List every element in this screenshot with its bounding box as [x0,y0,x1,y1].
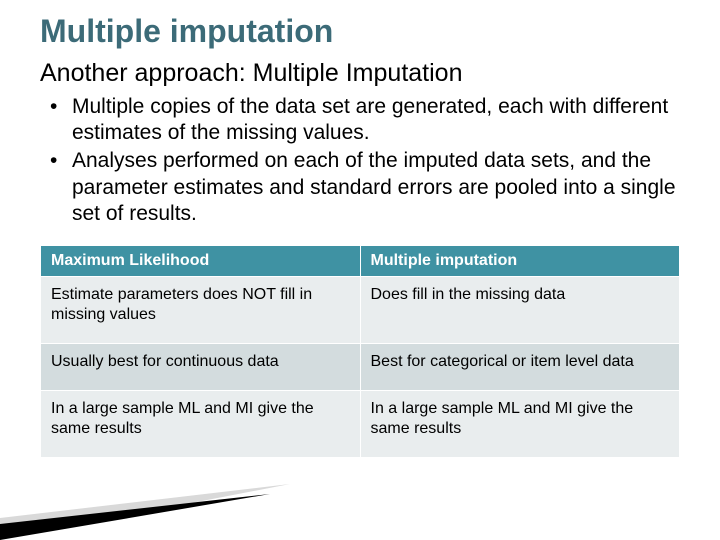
subtitle: Another approach: Multiple Imputation [40,59,680,88]
table-row: In a large sample ML and MI give the sam… [41,391,680,458]
comparison-table: Maximum Likelihood Multiple imputation E… [40,245,680,458]
cell: Best for categorical or item level data [360,344,680,391]
table-row: Estimate parameters does NOT fill in mis… [41,277,680,344]
bullet-list: Multiple copies of the data set are gene… [40,94,680,227]
cell: Usually best for continuous data [41,344,361,391]
table-header-row: Maximum Likelihood Multiple imputation [41,246,680,277]
table-row: Usually best for continuous data Best fo… [41,344,680,391]
col-header: Multiple imputation [360,246,680,277]
cell: In a large sample ML and MI give the sam… [41,391,361,458]
cell: In a large sample ML and MI give the sam… [360,391,680,458]
slide: Multiple imputation Another approach: Mu… [0,0,720,540]
page-title: Multiple imputation [40,14,680,49]
list-item: Analyses performed on each of the impute… [64,148,680,227]
cell: Estimate parameters does NOT fill in mis… [41,277,361,344]
list-item: Multiple copies of the data set are gene… [64,94,680,147]
cell: Does fill in the missing data [360,277,680,344]
col-header: Maximum Likelihood [41,246,361,277]
